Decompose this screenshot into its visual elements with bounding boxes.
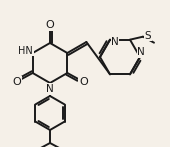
Text: N: N [137, 47, 145, 57]
Text: HN: HN [18, 46, 33, 56]
Text: N: N [111, 37, 119, 47]
Text: O: O [12, 77, 21, 87]
Text: O: O [46, 20, 54, 30]
Text: O: O [79, 77, 88, 87]
Text: S: S [145, 31, 151, 41]
Text: N: N [46, 84, 54, 94]
